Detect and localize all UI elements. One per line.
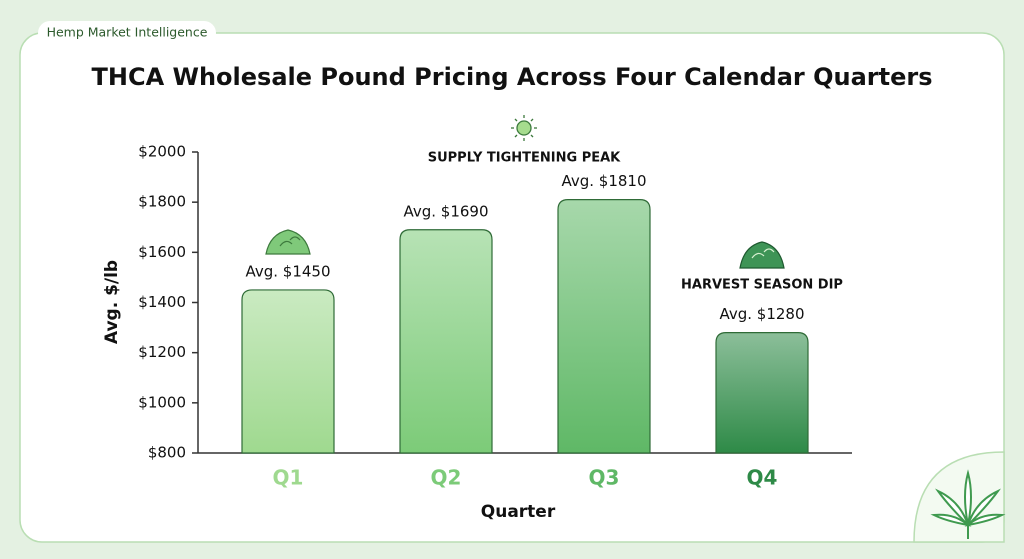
y-tick-label: $2000 (138, 143, 186, 161)
y-tick-label: $1200 (138, 343, 186, 361)
y-tick-label: $1000 (138, 393, 186, 411)
y-tick-label: $800 (148, 444, 186, 462)
bar (241, 289, 335, 454)
bar (715, 332, 809, 454)
leaf-pile-icon (739, 241, 785, 269)
value-label: Avg. $1690 (403, 202, 488, 220)
y-tick-label: $1600 (138, 243, 186, 261)
bar (399, 229, 493, 454)
y-tick-label: $1800 (138, 193, 186, 211)
badge-text: Hemp Market Intelligence (47, 25, 208, 40)
sun-icon (511, 115, 537, 141)
card (19, 32, 1005, 543)
x-tick-label: Q3 (589, 466, 620, 490)
x-axis-label: Quarter (481, 502, 556, 522)
leaf-pile-icon (265, 229, 311, 255)
value-label: Avg. $1450 (245, 262, 330, 280)
bar (557, 199, 651, 454)
badge (38, 21, 216, 45)
annotation: HARVEST SEASON DIP (681, 278, 843, 293)
y-tick-label: $1400 (138, 293, 186, 311)
y-axis-label: Avg. $/lb (102, 260, 122, 344)
x-tick-label: Q1 (273, 466, 304, 490)
value-label: Avg. $1810 (561, 172, 646, 190)
x-tick-label: Q2 (431, 466, 462, 490)
annotation: SUPPLY TIGHTENING PEAK (428, 151, 621, 166)
chart-title: THCA Wholesale Pound Pricing Across Four… (92, 63, 933, 91)
value-label: Avg. $1280 (719, 305, 804, 323)
corner-emblem (913, 451, 1006, 543)
x-tick-label: Q4 (747, 466, 778, 490)
